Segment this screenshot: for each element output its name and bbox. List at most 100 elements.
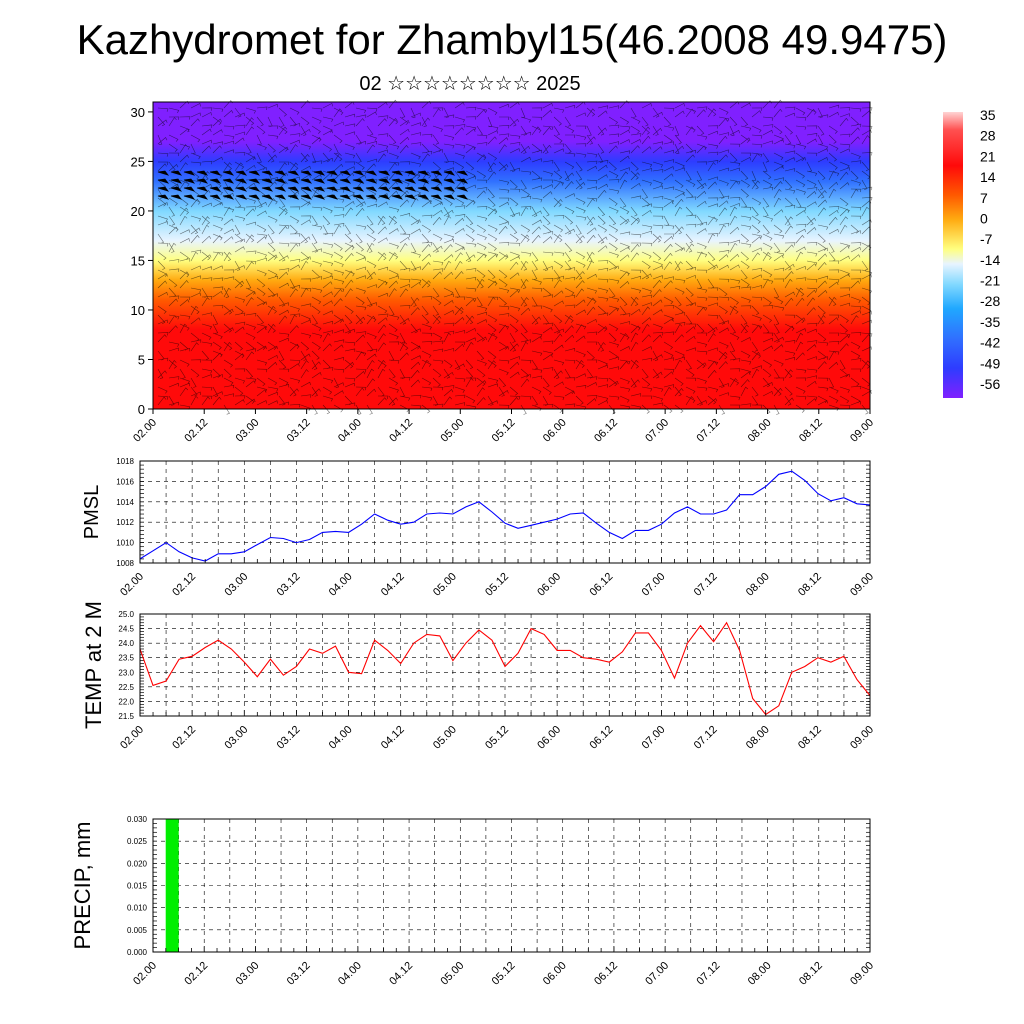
x-tick-label: 02.12 bbox=[170, 724, 198, 752]
temp-panel: 21.5 22.0 22.5 23.0 23.5 24.0 24.5 25.0 02.00 02.… bbox=[81, 601, 876, 752]
colorbar-label: -42 bbox=[980, 335, 1000, 351]
y-tick-label: 25.0 bbox=[118, 610, 134, 619]
x-tick-label: 04.00 bbox=[327, 571, 355, 599]
colorbar-label: -21 bbox=[980, 273, 1000, 289]
x-tick-label: 03.00 bbox=[222, 724, 250, 752]
x-tick-label: 03.12 bbox=[275, 724, 303, 752]
x-tick-label: 04.12 bbox=[387, 960, 415, 988]
colorbar-label: -35 bbox=[980, 314, 1000, 330]
y-tick-label: 24.5 bbox=[118, 625, 134, 634]
colorbar-label: 0 bbox=[980, 210, 988, 226]
y-axis-title: PRECIP, mm bbox=[70, 822, 95, 950]
y-tick-label: 1014 bbox=[116, 498, 134, 507]
wind-barb-lines bbox=[157, 99, 873, 415]
x-tick-label: 04.12 bbox=[379, 571, 407, 599]
x-tick-label: 02.00 bbox=[118, 571, 146, 599]
x-tick-label: 08.00 bbox=[746, 960, 774, 988]
colorbar-label: -56 bbox=[980, 376, 1000, 392]
grid bbox=[152, 818, 871, 953]
x-tick-label: 03.12 bbox=[285, 960, 313, 988]
x-tick-label: 06.12 bbox=[587, 724, 615, 752]
x-tick-label: 04.00 bbox=[336, 960, 364, 988]
colorbar-gradient bbox=[943, 112, 963, 398]
heatmap-y-tick-label: 0 bbox=[138, 402, 145, 417]
jet-wind-barbs bbox=[157, 170, 469, 200]
y-tick-label: 0.030 bbox=[127, 815, 148, 824]
x-tick-label: 09.00 bbox=[848, 960, 876, 988]
heatmap-x-tick-label: 07.12 bbox=[695, 417, 723, 445]
y-tick-label: 0.000 bbox=[127, 948, 148, 957]
pmsl-panel: 1008 1010 1012 1014 1016 1018 02.00 02.12 03.00 0… bbox=[81, 457, 876, 599]
heatmap-x-tick-label: 07.00 bbox=[643, 417, 671, 445]
y-tick-label: 1010 bbox=[116, 539, 134, 548]
series-line bbox=[139, 470, 871, 562]
x-tick-label: 08.12 bbox=[796, 571, 824, 599]
y-tick-label: 0.020 bbox=[127, 859, 148, 868]
x-tick-label: 06.00 bbox=[535, 724, 563, 752]
precip-panel: 0.000 0.005 0.010 0.015 0.020 0.025 0.030 02.00… bbox=[70, 815, 876, 988]
x-tick-label: 07.12 bbox=[695, 960, 723, 988]
x-tick-label: 03.00 bbox=[234, 960, 262, 988]
grid bbox=[139, 613, 871, 717]
x-tick-label: 05.00 bbox=[431, 724, 459, 752]
colorbar-label: -7 bbox=[980, 231, 993, 247]
heatmap-x-tick-label: 02.12 bbox=[182, 417, 210, 445]
x-tick-label: 06.12 bbox=[592, 960, 620, 988]
heatmap-y-tick-label: 10 bbox=[131, 303, 145, 318]
grid bbox=[139, 460, 871, 564]
heatmap-x-tick-label: 04.12 bbox=[387, 417, 415, 445]
y-tick-label: 0.010 bbox=[127, 904, 148, 913]
colorbar: 35 28 21 14 7 0 -7 -14 -21 -28 -35 -42 -49 -56 bbox=[943, 107, 1000, 398]
x-tick-label: 05.00 bbox=[438, 960, 466, 988]
heatmap-x-tick-label: 08.00 bbox=[746, 417, 774, 445]
x-tick-label: 08.12 bbox=[796, 724, 824, 752]
colorbar-label: 7 bbox=[980, 190, 988, 206]
heatmap-x-tick-label: 08.12 bbox=[797, 417, 825, 445]
heatmap-y-tick-label: 20 bbox=[131, 204, 145, 219]
x-tick-label: 04.12 bbox=[379, 724, 407, 752]
temperature-field bbox=[153, 102, 870, 409]
x-tick-label: 07.00 bbox=[643, 960, 671, 988]
x-tick-label: 09.00 bbox=[848, 724, 876, 752]
heatmap-panel: 0 5 10 15 20 25 30 02.00 02.12 03.00 03.12 04.00 04.… bbox=[131, 99, 876, 445]
x-tick-label: 03.00 bbox=[222, 571, 250, 599]
x-tick-label: 05.00 bbox=[431, 571, 459, 599]
y-axis-title: PMSL bbox=[81, 485, 103, 539]
x-tick-label: 02.00 bbox=[131, 960, 159, 988]
colorbar-label: 14 bbox=[980, 169, 996, 185]
heatmap-x-tick-label: 06.00 bbox=[541, 417, 569, 445]
x-tick-label: 06.00 bbox=[535, 571, 563, 599]
y-tick-label: 0.015 bbox=[127, 882, 148, 891]
chart-subtitle: 02 ☆☆☆☆☆☆☆☆ 2025 bbox=[359, 73, 581, 95]
y-tick-label: 23.0 bbox=[118, 668, 134, 677]
heatmap-x-tick-label: 05.00 bbox=[438, 417, 466, 445]
y-tick-label: 1018 bbox=[116, 457, 134, 466]
x-tick-label: 07.12 bbox=[692, 724, 720, 752]
x-tick-label: 05.12 bbox=[490, 960, 518, 988]
x-tick-label: 05.12 bbox=[483, 724, 511, 752]
heatmap-y-tick-label: 5 bbox=[138, 352, 145, 367]
x-tick-label: 02.12 bbox=[170, 571, 198, 599]
y-tick-label: 0.005 bbox=[127, 926, 148, 935]
y-tick-label: 23.5 bbox=[118, 654, 134, 663]
heatmap-x-tick-label: 02.00 bbox=[131, 417, 159, 445]
x-tick-label: 08.00 bbox=[744, 571, 772, 599]
heatmap-x-tick-label: 04.00 bbox=[336, 417, 364, 445]
heatmap-x-tick-label: 09.00 bbox=[848, 417, 876, 445]
y-tick-label: 22.0 bbox=[118, 697, 134, 706]
x-tick-label: 08.00 bbox=[744, 724, 772, 752]
x-tick-label: 06.12 bbox=[587, 571, 615, 599]
y-tick-label: 24.0 bbox=[118, 639, 134, 648]
colorbar-label: 21 bbox=[980, 148, 996, 164]
x-tick-label: 02.00 bbox=[118, 724, 146, 752]
x-tick-label: 03.12 bbox=[275, 571, 303, 599]
heatmap-y-tick-label: 25 bbox=[131, 154, 145, 169]
y-tick-label: 1016 bbox=[116, 477, 134, 486]
heatmap-y-tick-label: 15 bbox=[131, 253, 145, 268]
x-tick-label: 07.00 bbox=[640, 724, 668, 752]
y-tick-label: 22.5 bbox=[118, 683, 134, 692]
heatmap-x-tick-label: 03.00 bbox=[234, 417, 262, 445]
colorbar-label: 28 bbox=[980, 128, 996, 144]
y-tick-label: 0.025 bbox=[127, 837, 148, 846]
